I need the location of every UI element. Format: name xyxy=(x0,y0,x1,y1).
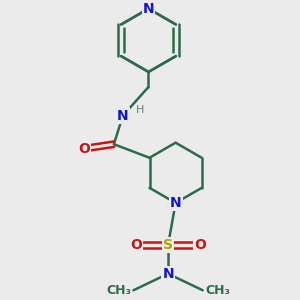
Text: S: S xyxy=(163,238,173,252)
Text: N: N xyxy=(143,2,154,16)
Text: N: N xyxy=(170,196,182,210)
Text: O: O xyxy=(194,238,206,252)
Text: CH₃: CH₃ xyxy=(106,284,131,297)
Text: H: H xyxy=(136,105,144,115)
Text: N: N xyxy=(162,267,174,281)
Text: O: O xyxy=(78,142,90,156)
Text: CH₃: CH₃ xyxy=(205,284,230,297)
Text: N: N xyxy=(117,109,129,123)
Text: O: O xyxy=(130,238,142,252)
